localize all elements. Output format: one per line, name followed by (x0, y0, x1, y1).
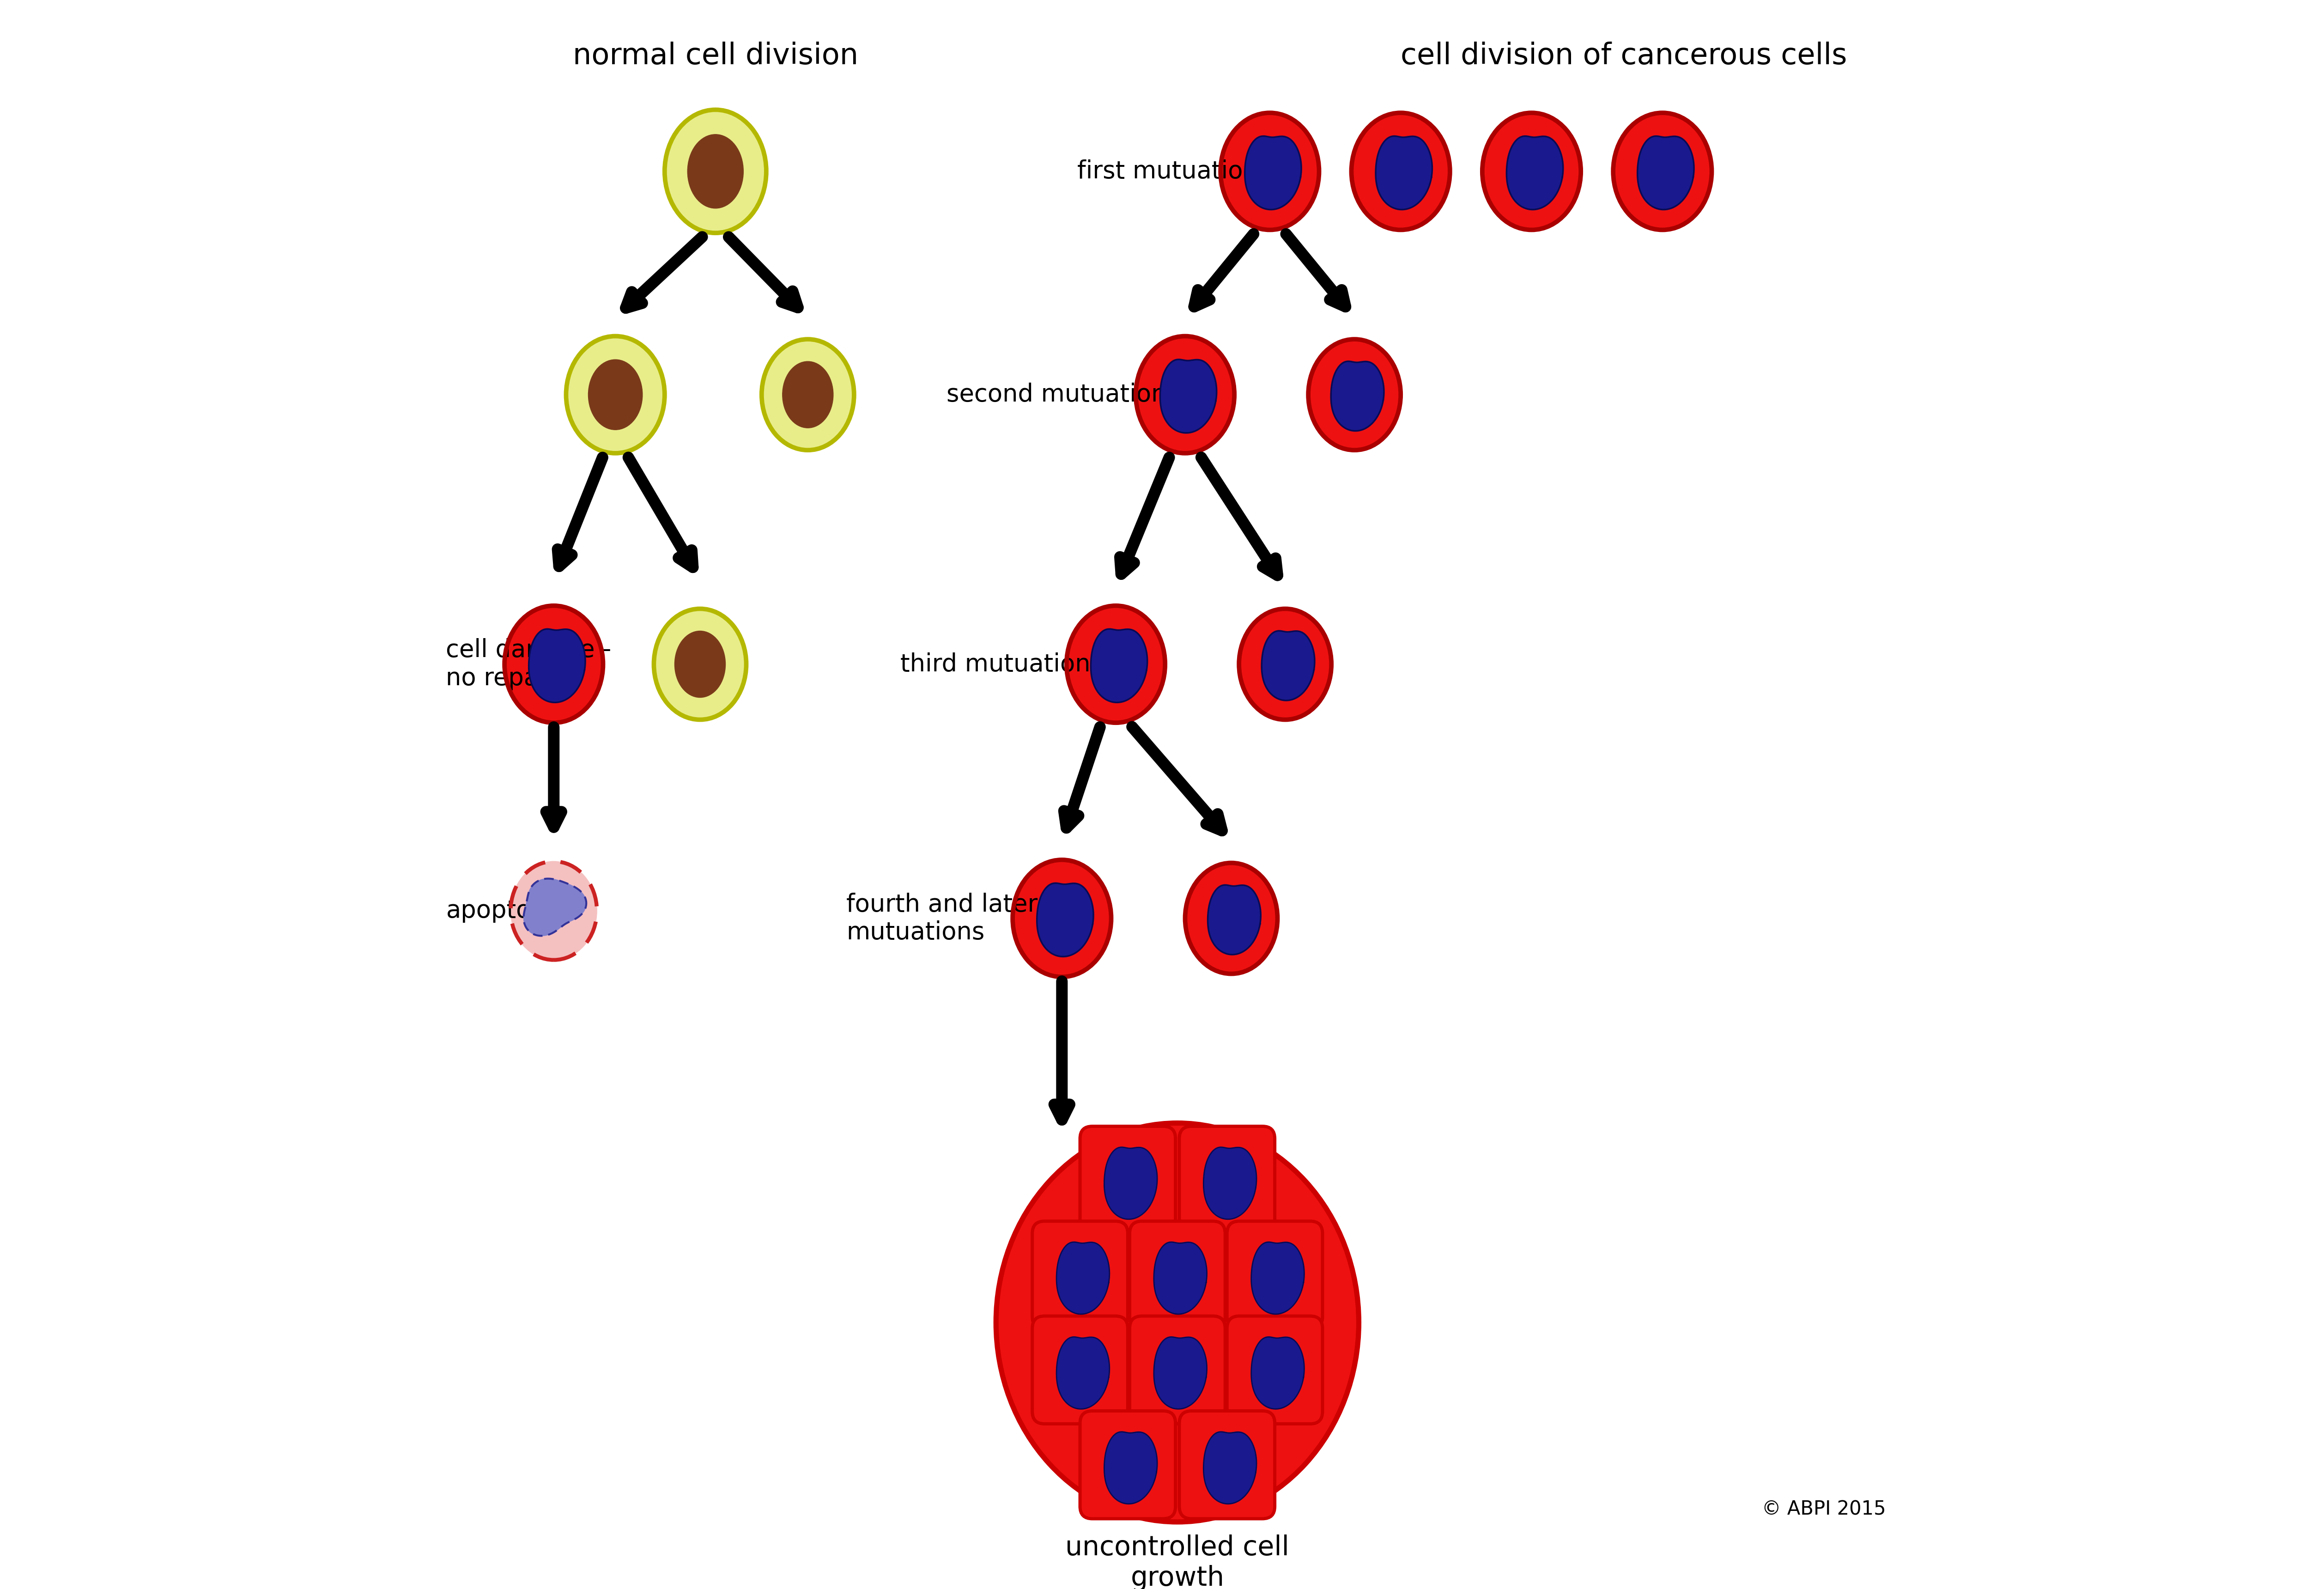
Text: cell damage -
no repair: cell damage - no repair (446, 639, 611, 690)
Polygon shape (1638, 137, 1694, 210)
Polygon shape (530, 629, 586, 702)
Ellipse shape (665, 110, 767, 234)
Text: second mutuation: second mutuation (946, 383, 1167, 407)
Polygon shape (1208, 885, 1260, 955)
Text: © ABPI 2015: © ABPI 2015 (1762, 1500, 1885, 1519)
FancyBboxPatch shape (1129, 1222, 1225, 1328)
Polygon shape (1090, 629, 1148, 702)
FancyBboxPatch shape (1081, 1411, 1176, 1519)
Ellipse shape (1013, 860, 1111, 977)
FancyBboxPatch shape (1032, 1222, 1127, 1328)
Polygon shape (1262, 631, 1315, 701)
Polygon shape (1153, 1336, 1206, 1409)
Ellipse shape (1350, 113, 1450, 230)
Ellipse shape (588, 359, 641, 429)
FancyBboxPatch shape (1227, 1316, 1322, 1424)
Polygon shape (1204, 1432, 1257, 1503)
Ellipse shape (1136, 337, 1234, 453)
Text: third mutuation: third mutuation (899, 651, 1090, 677)
Ellipse shape (1483, 113, 1580, 230)
FancyBboxPatch shape (1178, 1411, 1276, 1519)
Ellipse shape (504, 605, 602, 723)
Ellipse shape (688, 135, 744, 208)
Polygon shape (1037, 883, 1092, 957)
Polygon shape (1057, 1336, 1109, 1409)
Ellipse shape (997, 1123, 1360, 1522)
FancyBboxPatch shape (1032, 1316, 1127, 1424)
Ellipse shape (653, 609, 746, 720)
Text: normal cell division: normal cell division (572, 41, 858, 70)
FancyBboxPatch shape (1227, 1222, 1322, 1328)
Ellipse shape (1613, 113, 1713, 230)
Polygon shape (1250, 1243, 1304, 1314)
Polygon shape (523, 879, 586, 936)
Ellipse shape (567, 337, 665, 453)
Polygon shape (1160, 359, 1218, 432)
Polygon shape (1204, 1147, 1257, 1219)
FancyBboxPatch shape (1178, 1127, 1276, 1235)
Ellipse shape (1308, 338, 1401, 450)
Text: first mutuation: first mutuation (1078, 159, 1257, 183)
Polygon shape (1376, 137, 1432, 210)
Ellipse shape (1239, 609, 1332, 720)
Polygon shape (1104, 1147, 1157, 1219)
Ellipse shape (511, 861, 597, 960)
Text: cell division of cancerous cells: cell division of cancerous cells (1401, 41, 1848, 70)
Polygon shape (1332, 361, 1383, 431)
Text: fourth and later
mutuations: fourth and later mutuations (846, 893, 1039, 944)
Polygon shape (1250, 1336, 1304, 1409)
Text: uncontrolled cell
growth: uncontrolled cell growth (1064, 1535, 1290, 1589)
Polygon shape (1506, 137, 1564, 210)
Ellipse shape (1220, 113, 1320, 230)
Polygon shape (1104, 1432, 1157, 1503)
Ellipse shape (1185, 863, 1278, 974)
Polygon shape (1153, 1243, 1206, 1314)
Ellipse shape (762, 338, 853, 450)
Ellipse shape (1067, 605, 1164, 723)
FancyBboxPatch shape (1081, 1127, 1176, 1235)
FancyBboxPatch shape (1129, 1316, 1225, 1424)
Ellipse shape (783, 361, 834, 427)
Polygon shape (1246, 137, 1301, 210)
Text: apoptosis: apoptosis (446, 899, 562, 923)
Ellipse shape (674, 631, 725, 698)
Polygon shape (1057, 1243, 1109, 1314)
